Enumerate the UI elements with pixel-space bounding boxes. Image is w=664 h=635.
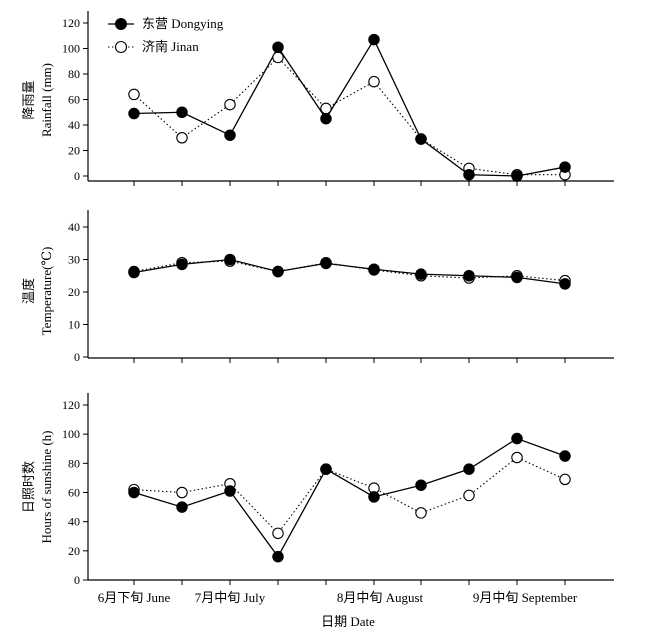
x-tick-label-september: 9月中旬 September [473, 590, 578, 605]
y-axis-title-en: Rainfall (mm) [39, 63, 54, 137]
data-point-dongying [415, 479, 427, 491]
x-axis-title: 日期 Date [321, 614, 375, 629]
y-tick-label: 30 [68, 253, 80, 267]
series-line-dongying [133, 258, 566, 285]
legend-swatch-jinan-marker [114, 40, 128, 54]
legend-label-dongying: 东营 Dongying [142, 16, 224, 31]
x-tick-labels: 6月下旬 June 7月中旬 July 8月中旬 August 9月中旬 Sep… [98, 590, 578, 605]
data-point-dongying [463, 168, 475, 181]
data-point-jinan [511, 451, 523, 464]
panel-rainfall: 0 20 40 60 80 100 120 降雨量 Rainfall (mm) [21, 11, 614, 186]
data-point-dongying [272, 265, 284, 278]
data-point-dongying [176, 106, 188, 119]
y-tick-label: 0 [74, 169, 80, 183]
data-point-dongying [320, 257, 332, 270]
y-tick-label: 10 [68, 318, 80, 332]
data-point-dongying [128, 486, 140, 499]
x-tick-label-july: 7月中旬 July [195, 590, 266, 605]
x-tick-label-june: 6月下旬 June [98, 590, 171, 605]
y-tick-label: 100 [62, 42, 80, 56]
data-point-jinan [463, 489, 475, 502]
data-point-jinan [368, 75, 380, 88]
data-point-dongying [368, 33, 380, 46]
y-axis-title-en: Temperature(℃) [39, 247, 54, 336]
legend-swatch-dongying-marker [115, 18, 127, 30]
data-point-dongying [224, 253, 236, 266]
data-point-jinan [176, 132, 188, 144]
data-point-dongying [511, 271, 523, 284]
data-point-dongying [368, 263, 380, 275]
data-point-dongying [511, 170, 523, 182]
y-tick-label: 0 [74, 350, 80, 364]
data-point-jinan [272, 527, 284, 540]
y-tick-label: 20 [68, 544, 80, 558]
y-tick-label: 120 [62, 16, 80, 30]
data-point-dongying [415, 268, 427, 280]
y-tick-label: 0 [74, 573, 80, 587]
series-line-dongying [133, 437, 566, 558]
data-point-dongying [463, 269, 475, 282]
data-point-dongying [224, 129, 236, 141]
data-point-dongying [272, 550, 284, 563]
data-point-dongying [128, 266, 140, 279]
data-point-dongying [320, 112, 332, 125]
data-point-dongying [368, 491, 380, 503]
y-tick-label: 100 [62, 427, 80, 441]
legend: 东营 Dongying 济南 Jinan [108, 16, 224, 54]
y-axis-title-en: Hours of sunshine (h) [39, 430, 54, 543]
data-point-jinan [320, 102, 332, 115]
data-point-jinan [272, 51, 284, 64]
y-tick-label: 60 [68, 93, 80, 107]
data-point-dongying [559, 450, 571, 462]
data-point-dongying [224, 485, 236, 497]
y-tick-label: 60 [68, 486, 80, 500]
data-point-dongying [176, 258, 188, 271]
series-line-jinan [133, 260, 566, 282]
data-point-dongying [176, 501, 188, 513]
legend-label-jinan: 济南 Jinan [142, 39, 199, 54]
y-tick-label: 40 [68, 220, 80, 234]
panel-temperature: 0 10 20 30 40 温度 Temperature(℃) [21, 210, 614, 364]
data-point-jinan [415, 507, 427, 519]
panel-sunshine: 0 20 40 60 80 100 120 日照时数 Hours of sunshine (h) [21, 393, 614, 587]
series-line-jinan [133, 56, 565, 176]
series-line-jinan [133, 456, 566, 535]
y-tick-label: 80 [68, 67, 80, 81]
data-point-jinan [176, 486, 188, 499]
data-point-dongying [511, 432, 523, 445]
data-point-dongying [320, 463, 332, 475]
data-point-jinan [224, 98, 236, 111]
data-point-dongying [559, 278, 571, 290]
x-tick-label-august: 8月中旬 August [337, 590, 424, 605]
y-tick-label: 20 [68, 285, 80, 299]
data-point-dongying [128, 107, 140, 120]
data-point-jinan [128, 88, 140, 101]
y-tick-label: 120 [62, 398, 80, 412]
y-axis-title-cn: 日照时数 [21, 461, 36, 513]
data-point-dongying [463, 463, 475, 475]
data-point-dongying [559, 161, 571, 173]
y-axis-title-cn: 降雨量 [21, 80, 36, 119]
chart-panels: 0 20 40 60 80 100 120 降雨量 Rainfall (mm) 0 10 20 30 40… [21, 11, 614, 587]
y-tick-label: 40 [68, 515, 80, 529]
y-tick-label: 40 [68, 118, 80, 132]
y-tick-label: 20 [68, 144, 80, 158]
data-point-jinan [559, 473, 571, 486]
data-point-dongying [415, 133, 427, 145]
series-line-dongying [133, 38, 566, 177]
y-axis-title-cn: 温度 [21, 278, 36, 304]
data-point-dongying [272, 41, 284, 53]
y-tick-label: 80 [68, 456, 80, 470]
